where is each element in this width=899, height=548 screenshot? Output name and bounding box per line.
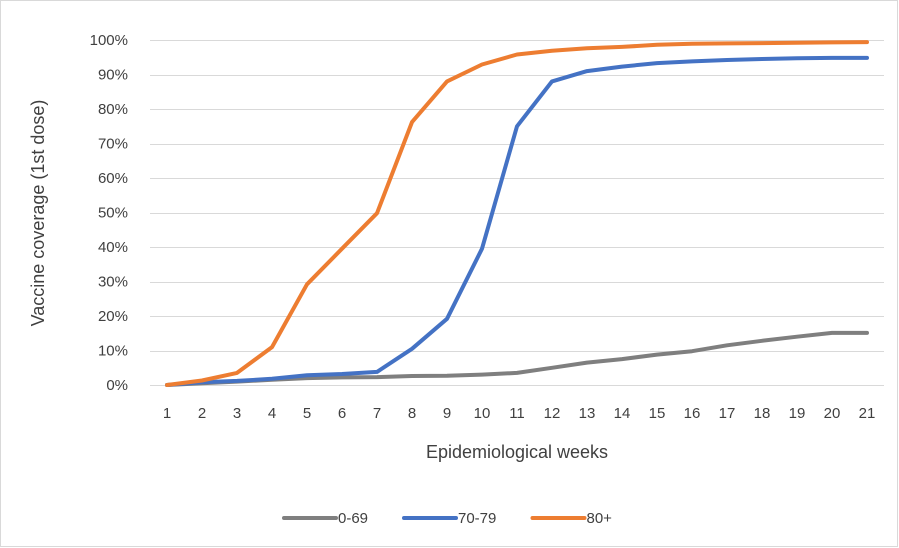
y-tick-label: 90% <box>98 67 128 84</box>
x-axis-title: Epidemiological weeks <box>426 442 608 462</box>
x-tick-label: 8 <box>408 405 416 422</box>
x-tick-label: 17 <box>719 405 736 422</box>
x-tick-label: 4 <box>268 405 276 422</box>
y-tick-label: 80% <box>98 101 128 118</box>
x-tick-label: 11 <box>509 405 525 422</box>
legend-item: 0-69 <box>282 510 368 527</box>
legend-label: 0-69 <box>338 510 368 527</box>
y-tick-label: 70% <box>98 136 128 153</box>
legend-item: 80+ <box>530 510 613 527</box>
x-axis-ticks: 1 2 3 4 5 6 7 8 9 10 11 12 13 14 15 16 17 18 19 20 21 <box>163 405 876 422</box>
x-tick-label: 7 <box>373 405 381 422</box>
x-tick-label: 5 <box>303 405 311 422</box>
x-tick-label: 21 <box>859 405 876 422</box>
x-tick-label: 1 <box>163 405 171 422</box>
series-line-70-79 <box>165 55 869 387</box>
y-tick-label: 30% <box>98 274 128 291</box>
x-tick-label: 6 <box>338 405 346 422</box>
x-tick-label: 13 <box>579 405 596 422</box>
y-tick-label: 50% <box>98 205 128 222</box>
y-axis-ticks: 0% 10% 20% 30% 40% 50% 60% 70% 80% 90% 100% <box>90 32 128 394</box>
x-tick-label: 20 <box>824 405 841 422</box>
x-tick-label: 3 <box>233 405 241 422</box>
x-tick-label: 2 <box>198 405 206 422</box>
x-tick-label: 9 <box>443 405 451 422</box>
x-tick-label: 18 <box>754 405 771 422</box>
y-tick-label: 10% <box>98 343 128 360</box>
y-tick-label: 100% <box>90 32 128 49</box>
legend-label: 70-79 <box>458 510 496 527</box>
y-tick-label: 40% <box>98 239 128 256</box>
y-tick-label: 20% <box>98 308 128 325</box>
series-lines <box>165 40 869 387</box>
legend-item: 70-79 <box>402 510 496 527</box>
x-tick-label: 15 <box>649 405 666 422</box>
x-tick-label: 14 <box>614 405 631 422</box>
x-tick-label: 19 <box>789 405 806 422</box>
y-axis-title: Vaccine coverage (1st dose) <box>28 100 48 327</box>
legend: 0-69 70-79 80+ <box>282 510 613 527</box>
legend-label: 80+ <box>587 510 613 527</box>
gridlines <box>150 40 884 386</box>
y-tick-label: 60% <box>98 170 128 187</box>
series-line-80+ <box>165 40 869 387</box>
x-tick-label: 12 <box>544 405 561 422</box>
x-tick-label: 16 <box>684 405 701 422</box>
y-tick-label: 0% <box>106 377 128 394</box>
x-tick-label: 10 <box>474 405 491 422</box>
